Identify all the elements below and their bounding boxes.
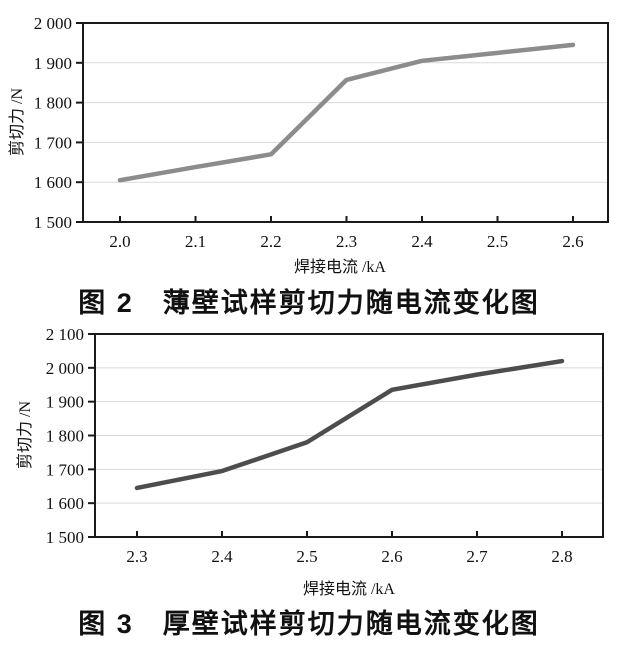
fig2-plot-area: 1 500 1 600 1 700 1 800 1 900 2 000 2.0 2.1 2.2 2… (34, 14, 609, 251)
x-tick-label: 2.6 (381, 547, 402, 566)
y-tick-label: 1 700 (34, 133, 72, 152)
x-tick-label: 2.7 (466, 547, 488, 566)
y-tick-label: 2 000 (46, 359, 84, 378)
fig3-chart-canvas: 1 500 1 600 1 700 1 800 1 900 2 000 2 100 2.3 2.… (16, 325, 604, 598)
fig3-plot-area: 1 500 1 600 1 700 1 800 1 900 2 000 2 100 2.3 2.… (46, 325, 604, 566)
x-tick-label: 2.1 (185, 232, 206, 251)
y-tick-label: 2 000 (34, 14, 72, 33)
fig2-y-axis-label: 剪切力 /N (8, 88, 26, 156)
y-tick-label: 1 500 (46, 528, 84, 547)
series-line (134, 358, 565, 491)
figure-thick-wall-chart: 1 500 1 600 1 700 1 800 1 900 2 000 2 100 2.3 2.… (0, 320, 618, 641)
x-tick-label: 2.0 (109, 232, 130, 251)
x-tick-label: 2.8 (551, 547, 572, 566)
x-tick-label: 2.3 (126, 547, 147, 566)
fig3-x-axis-label: 焊接电流 /kA (303, 580, 395, 598)
y-tick-label: 1 700 (46, 460, 84, 479)
y-tick-label: 1 800 (34, 94, 72, 113)
fig2-caption: 图 2 薄壁试样剪切力随电流变化图 (78, 288, 540, 318)
x-tick-label: 2.5 (296, 547, 317, 566)
y-tick-label: 1 500 (34, 213, 72, 232)
y-tick-label: 1 600 (34, 173, 72, 192)
fig3-caption: 图 3 厚壁试样剪切力随电流变化图 (78, 609, 540, 639)
series-line (117, 42, 576, 183)
x-tick-label: 2.4 (411, 232, 433, 251)
plot-border (82, 22, 609, 223)
x-tick-label: 2.6 (562, 232, 583, 251)
fig2-chart-canvas: 1 500 1 600 1 700 1 800 1 900 2 000 2.0 2.1 2.2 2… (8, 14, 609, 276)
fig2-x-axis-label: 焊接电流 /kA (294, 258, 386, 276)
y-tick-label: 2 100 (46, 325, 84, 344)
y-tick-label: 1 800 (46, 427, 84, 446)
fig3-y-axis-label: 剪切力 /N (16, 401, 34, 469)
x-tick-label: 2.5 (487, 232, 508, 251)
figure-thin-wall-chart: 1 500 1 600 1 700 1 800 1 900 2 000 2.0 2.1 2.2 2… (0, 0, 618, 320)
x-tick-label: 2.4 (211, 547, 233, 566)
x-tick-label: 2.2 (260, 232, 281, 251)
x-tick-label: 2.3 (336, 232, 357, 251)
y-tick-label: 1 600 (46, 494, 84, 513)
y-tick-label: 1 900 (46, 393, 84, 412)
y-tick-label: 1 900 (34, 54, 72, 73)
